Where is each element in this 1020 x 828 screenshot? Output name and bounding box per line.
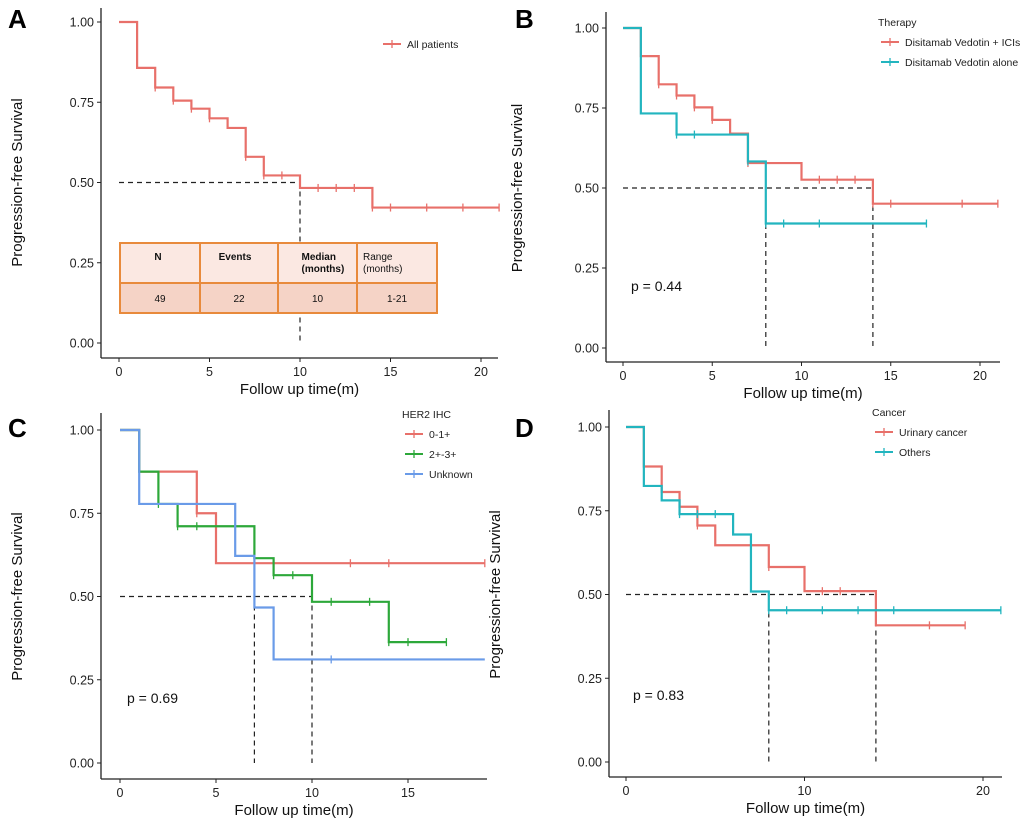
y-tick-label: 0.00: [70, 757, 94, 771]
y-tick-label: 0.25: [70, 256, 94, 270]
legend-title: HER2 IHC: [402, 409, 451, 421]
survival-curve-2-3-: [120, 428, 447, 644]
panel-b: B 0.00 0.25 0.50 0.75 1.00 0 5 10 15 20 Follow up t…: [509, 4, 1020, 402]
y-tick-label: 0.50: [70, 590, 94, 604]
x-tick-label: 5: [213, 786, 220, 800]
x-axis-title: Follow up time(m): [743, 385, 862, 402]
table-header-cell: N: [154, 252, 161, 263]
panel-letter: A: [8, 4, 27, 34]
x-axis-title: Follow up time(m): [746, 800, 865, 817]
survival-curve-disitamab-vedotin-alone: [623, 26, 927, 225]
y-tick-label: 0.00: [578, 756, 602, 770]
x-tick-label: 5: [206, 365, 213, 379]
panel-letter: D: [515, 413, 534, 443]
legend-label: Urinary cancer: [899, 427, 968, 439]
table-header-cell: Median: [302, 252, 336, 263]
x-tick-label: 15: [384, 365, 398, 379]
panel-letter: B: [515, 4, 534, 34]
p-value-annotation: p = 0.69: [127, 690, 178, 706]
legend-label: 2+-3+: [429, 449, 456, 461]
y-tick-label: 0.50: [70, 176, 94, 190]
x-tick-label: 10: [795, 369, 809, 383]
panel-d: D 0.00 0.25 0.50 0.75 1.00 0 10 20 Follow up time…: [487, 407, 1002, 817]
p-value-annotation: p = 0.83: [633, 687, 684, 703]
x-tick-label: 0: [116, 365, 123, 379]
panel-letter: C: [8, 413, 27, 443]
legend-title: Cancer: [872, 407, 906, 419]
legend-label: Unknown: [429, 469, 473, 481]
legend-label: All patients: [407, 39, 458, 51]
y-tick-label: 0.50: [575, 182, 599, 196]
y-tick-label: 0.75: [70, 96, 94, 110]
y-tick-label: 0.75: [70, 507, 94, 521]
x-tick-label: 5: [709, 369, 716, 383]
x-tick-label: 10: [293, 365, 307, 379]
legend-label: Disitamab Vedotin alone: [905, 57, 1018, 69]
x-axis-title: Follow up time(m): [240, 381, 359, 398]
table-header-cell: Range: [363, 252, 393, 263]
table-value-cell: 22: [233, 294, 245, 305]
survival-curve-disitamab-vedotin-icis: [623, 26, 998, 205]
survival-curve-unknown: [120, 428, 485, 661]
panel-a: A 0.00 0.25 0.50 0.75 1.00 0 5 10 15 20 Follow up t…: [8, 4, 500, 398]
table-header-cell: (months): [302, 264, 345, 275]
x-tick-label: 0: [117, 786, 124, 800]
x-tick-label: 20: [474, 365, 488, 379]
y-axis-title: Progression-free Survival: [509, 104, 526, 272]
legend-label: Others: [899, 447, 931, 459]
y-tick-label: 0.00: [70, 337, 94, 351]
p-value-annotation: p = 0.44: [631, 278, 682, 294]
y-tick-label: 0.25: [578, 672, 602, 686]
x-tick-label: 15: [401, 786, 415, 800]
x-tick-label: 10: [798, 784, 812, 798]
y-axis-title: Progression-free Survival: [9, 98, 26, 266]
legend-label: 0-1+: [429, 429, 450, 441]
survival-curve-others: [626, 425, 1001, 612]
y-tick-label: 1.00: [70, 424, 94, 438]
summary-table: N49Events22Median(months)10Range(months)…: [119, 242, 438, 314]
y-tick-label: 0.50: [578, 588, 602, 602]
table-header-cell: (months): [363, 264, 402, 275]
y-tick-label: 1.00: [578, 421, 602, 435]
survival-curve-urinary-cancer: [626, 425, 966, 627]
table-value-cell: 1-21: [387, 294, 407, 305]
x-tick-label: 0: [623, 784, 630, 798]
y-axis-title: Progression-free Survival: [487, 510, 504, 678]
y-axis-title: Progression-free Survival: [9, 512, 26, 680]
survival-curve-all-patients: [119, 20, 500, 209]
y-tick-label: 1.00: [575, 22, 599, 36]
legend-title: Therapy: [878, 17, 917, 29]
x-tick-label: 10: [305, 786, 319, 800]
x-tick-label: 20: [976, 784, 990, 798]
y-tick-label: 0.00: [575, 342, 599, 356]
legend-label: Disitamab Vedotin + ICIs: [905, 37, 1020, 49]
x-axis-title: Follow up time(m): [234, 802, 353, 819]
x-tick-label: 20: [973, 369, 987, 383]
table-value-cell: 49: [154, 294, 166, 305]
y-tick-label: 0.75: [578, 504, 602, 518]
table-value-cell: 10: [312, 294, 324, 305]
y-tick-label: 0.25: [70, 673, 94, 687]
x-tick-label: 0: [620, 369, 627, 383]
y-tick-label: 0.25: [575, 262, 599, 276]
panel-c: C 0.00 0.25 0.50 0.75 1.00 0 5 10 15 Follow up tim…: [8, 409, 487, 819]
x-tick-label: 15: [884, 369, 898, 383]
y-tick-label: 1.00: [70, 16, 94, 30]
y-tick-label: 0.75: [575, 102, 599, 116]
table-header-cell: Events: [219, 252, 252, 263]
